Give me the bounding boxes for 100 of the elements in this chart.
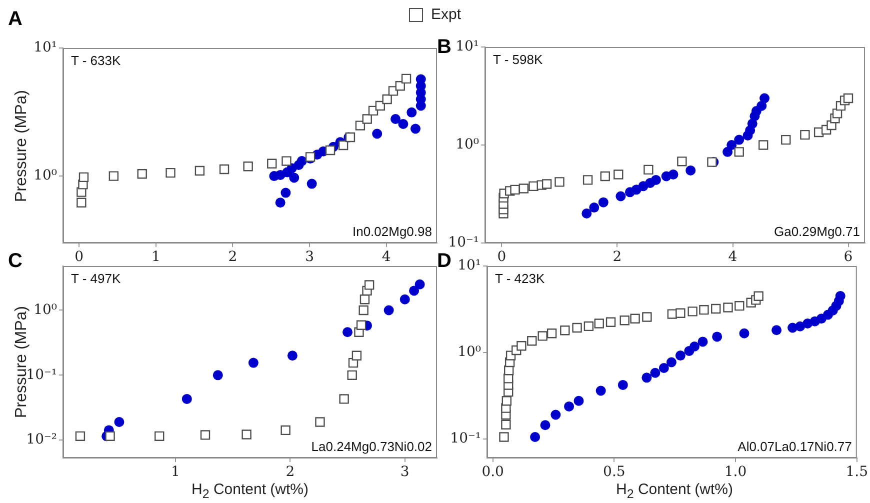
point xyxy=(598,197,608,208)
point xyxy=(384,305,394,316)
x-tick-label: 4 xyxy=(382,249,391,266)
x-tick-label: 2 xyxy=(612,249,622,266)
point xyxy=(668,170,678,180)
point xyxy=(325,145,336,156)
point xyxy=(616,191,626,202)
text: A xyxy=(8,8,22,31)
point xyxy=(690,342,700,352)
point xyxy=(760,93,770,104)
point xyxy=(105,431,115,441)
point xyxy=(756,100,767,111)
point xyxy=(182,394,192,404)
y-tick-label: 10⁰ xyxy=(458,344,482,360)
x-tick-label: 2 xyxy=(286,464,295,480)
point xyxy=(390,114,401,124)
y-tick-label: 10⁻¹ xyxy=(26,366,57,383)
annotation: T - 633K xyxy=(71,53,121,68)
y-tick-label: 10⁰ xyxy=(34,302,58,318)
point xyxy=(358,305,368,316)
point xyxy=(248,358,258,368)
point xyxy=(306,178,317,189)
point xyxy=(584,321,594,332)
point xyxy=(108,171,119,181)
point xyxy=(280,188,291,198)
y-tick-label: 10⁻¹ xyxy=(450,430,481,446)
x-tick-label: 2 xyxy=(228,249,238,266)
point xyxy=(726,140,737,150)
point xyxy=(416,74,426,84)
point xyxy=(675,350,686,361)
x-tick-label: 1.0 xyxy=(724,464,747,480)
x-axis-title: H$_{2}$ Content (wt%) xyxy=(616,481,733,502)
point xyxy=(364,280,374,290)
y-tick-label: 10⁰ xyxy=(34,168,58,184)
annotation: La0.24Mg0.73Ni0.02 xyxy=(311,439,432,454)
x-tick-label: 1.5 xyxy=(846,464,868,480)
x-tick-label: 4 xyxy=(728,249,738,266)
annotation: T - 423K xyxy=(495,271,545,286)
point xyxy=(600,171,610,182)
point xyxy=(606,317,616,327)
point xyxy=(642,372,652,383)
point xyxy=(516,341,526,351)
point xyxy=(78,172,89,182)
x-tick-label: 0.0 xyxy=(482,464,504,480)
point xyxy=(372,128,382,139)
point xyxy=(711,304,721,314)
point xyxy=(530,432,540,442)
point xyxy=(542,179,552,189)
annotation: B xyxy=(437,36,452,59)
annotation: T - 598K xyxy=(493,52,543,68)
point xyxy=(843,93,854,104)
x-tick-label: 6 xyxy=(844,249,853,266)
point xyxy=(540,420,550,430)
point xyxy=(739,328,750,338)
y-tick-label: 10¹ xyxy=(456,38,479,55)
point xyxy=(296,156,307,166)
legend-label: Expt xyxy=(430,6,462,23)
point xyxy=(194,166,205,176)
x-tick-label: 1 xyxy=(170,464,180,480)
annotation: Al0.07La0.17Ni0.77 xyxy=(738,439,852,454)
y-tick-label: 10⁻² xyxy=(26,432,57,448)
point xyxy=(650,368,660,378)
y-tick-label: 10⁰ xyxy=(456,136,480,153)
point xyxy=(582,175,593,185)
point xyxy=(356,320,366,330)
point xyxy=(650,174,661,185)
y-tick-label: 10¹ xyxy=(34,40,57,56)
annotation: In0.02Mg0.98 xyxy=(352,224,432,240)
point xyxy=(618,380,628,390)
point xyxy=(582,208,592,218)
x-tick-label: 0 xyxy=(74,249,84,266)
point xyxy=(409,286,420,296)
point xyxy=(686,165,696,176)
point xyxy=(698,336,708,347)
point xyxy=(200,430,210,440)
point xyxy=(401,74,412,84)
point xyxy=(352,350,362,360)
x-tick-label: 0.5 xyxy=(603,464,626,480)
point xyxy=(712,332,722,342)
x-axis-title: H$_{2}$ Content (wt%) xyxy=(192,481,308,502)
point xyxy=(550,410,561,420)
annotation: Ga0.29Mg0.71 xyxy=(774,224,860,240)
point xyxy=(564,401,574,412)
point xyxy=(212,370,223,380)
point xyxy=(400,294,410,304)
y-tick-label: 10¹ xyxy=(458,258,481,274)
point xyxy=(289,172,300,183)
point xyxy=(406,107,417,118)
x-tick-label: 3 xyxy=(305,249,314,266)
annotation: D xyxy=(437,250,452,273)
point xyxy=(772,325,782,336)
point xyxy=(275,198,286,208)
x-tick-label: 0 xyxy=(497,249,506,266)
point xyxy=(414,279,425,290)
point xyxy=(398,118,408,129)
point xyxy=(114,416,124,427)
point xyxy=(338,140,348,150)
point xyxy=(342,327,353,338)
y-axis-title: Pressure (MPa) xyxy=(13,89,31,202)
point xyxy=(572,322,582,333)
